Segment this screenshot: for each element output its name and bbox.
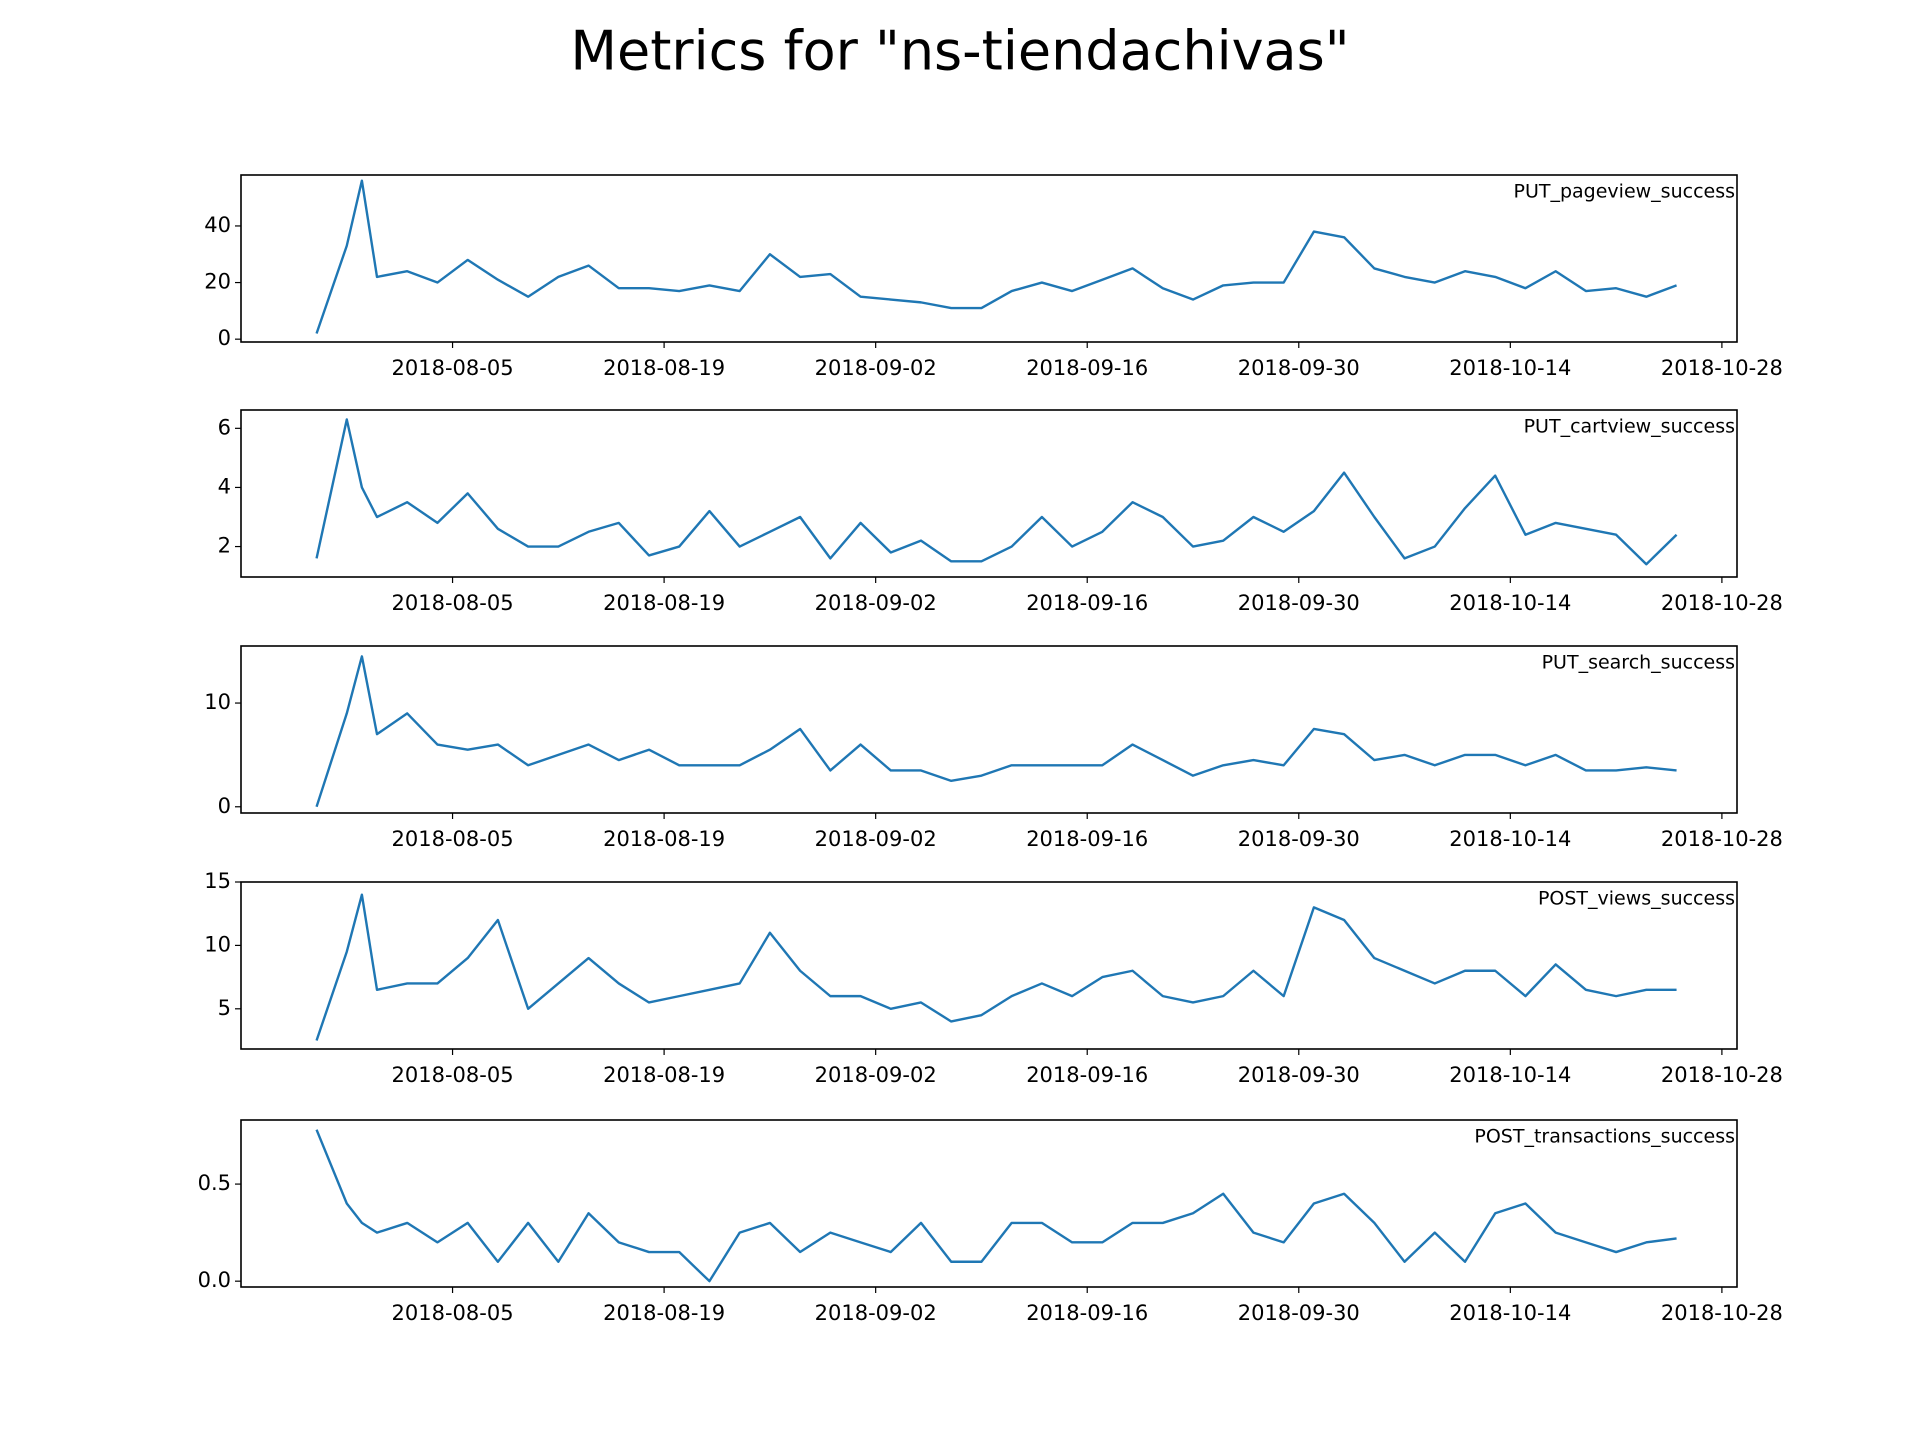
axes-frame <box>240 409 1738 578</box>
x-tick-label: 2018-08-05 <box>392 591 514 615</box>
y-tick-label: 5 <box>218 996 231 1020</box>
series-label: POST_transactions_success <box>1474 1126 1735 1148</box>
x-tick-label: 2018-09-30 <box>1238 827 1360 851</box>
x-tick-label: 2018-09-02 <box>815 591 937 615</box>
series-line <box>315 179 1677 334</box>
x-tick-label: 2018-10-14 <box>1449 1063 1571 1087</box>
x-tick-label: 2018-09-16 <box>1026 1063 1148 1087</box>
series-line <box>315 655 1677 808</box>
series-line <box>315 418 1678 566</box>
axes-frame <box>240 174 1738 343</box>
x-tick-label: 2018-08-19 <box>603 1301 725 1325</box>
y-tick-label: 10 <box>204 690 231 714</box>
y-tick-label: 15 <box>204 869 231 893</box>
x-tick-label: 2018-09-16 <box>1026 827 1148 851</box>
x-tick-label: 2018-10-14 <box>1449 827 1571 851</box>
series-line <box>315 1129 1677 1283</box>
x-tick-label: 2018-10-28 <box>1661 827 1783 851</box>
x-tick-label: 2018-09-02 <box>815 827 937 851</box>
x-tick-label: 2018-09-02 <box>815 1063 937 1087</box>
y-tick-label: 0.5 <box>198 1171 231 1195</box>
series-label: PUT_search_success <box>1542 652 1735 674</box>
x-tick-label: 2018-08-05 <box>392 1301 514 1325</box>
figure-title: Metrics for "ns-tiendachivas" <box>570 20 1349 83</box>
x-tick-label: 2018-09-16 <box>1026 356 1148 380</box>
x-tick-label: 2018-10-28 <box>1661 356 1783 380</box>
x-tick-label: 2018-09-02 <box>815 1301 937 1325</box>
axes-frame <box>240 881 1738 1050</box>
y-tick-label: 40 <box>204 213 231 237</box>
x-tick-label: 2018-08-05 <box>392 827 514 851</box>
series-label: POST_views_success <box>1538 888 1735 910</box>
x-tick-label: 2018-09-02 <box>815 356 937 380</box>
x-tick-label: 2018-08-19 <box>603 356 725 380</box>
x-tick-label: 2018-09-30 <box>1238 356 1360 380</box>
y-tick-label: 0 <box>218 794 231 818</box>
x-tick-label: 2018-10-14 <box>1449 1301 1571 1325</box>
x-tick-label: 2018-09-30 <box>1238 591 1360 615</box>
y-tick-label: 4 <box>218 474 231 498</box>
y-tick-label: 20 <box>204 270 231 294</box>
axes-frame <box>240 1119 1738 1288</box>
axes-frame <box>240 645 1738 814</box>
y-tick-label: 0 <box>218 326 231 350</box>
y-tick-label: 6 <box>218 415 231 439</box>
y-tick-label: 2 <box>218 534 231 558</box>
x-tick-label: 2018-08-19 <box>603 591 725 615</box>
series-line <box>315 893 1677 1041</box>
x-tick-label: 2018-09-16 <box>1026 591 1148 615</box>
x-tick-label: 2018-10-14 <box>1449 591 1571 615</box>
series-label: PUT_pageview_success <box>1514 181 1736 203</box>
series-label: PUT_cartview_success <box>1524 416 1735 438</box>
x-tick-label: 2018-09-30 <box>1238 1301 1360 1325</box>
x-tick-label: 2018-08-05 <box>392 356 514 380</box>
x-tick-label: 2018-10-28 <box>1661 1063 1783 1087</box>
x-tick-label: 2018-08-05 <box>392 1063 514 1087</box>
y-tick-label: 0.0 <box>198 1268 231 1292</box>
x-tick-label: 2018-09-30 <box>1238 1063 1360 1087</box>
x-tick-label: 2018-08-19 <box>603 1063 725 1087</box>
x-tick-label: 2018-10-28 <box>1661 591 1783 615</box>
x-tick-label: 2018-10-28 <box>1661 1301 1783 1325</box>
x-tick-label: 2018-08-19 <box>603 827 725 851</box>
y-tick-label: 10 <box>204 932 231 956</box>
x-tick-label: 2018-10-14 <box>1449 356 1571 380</box>
x-tick-label: 2018-09-16 <box>1026 1301 1148 1325</box>
